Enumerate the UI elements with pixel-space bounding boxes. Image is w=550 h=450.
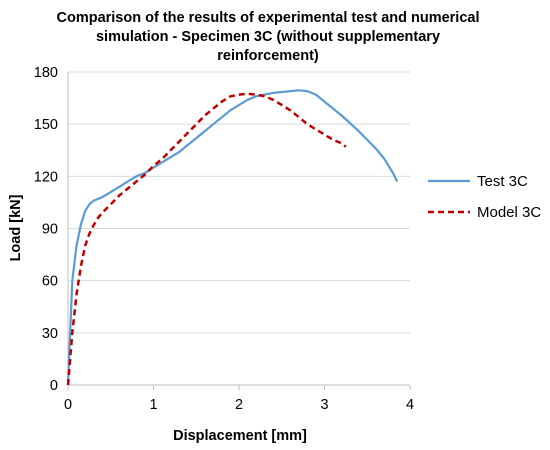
legend: Test 3C Model 3C xyxy=(428,173,541,221)
y-tick-label: 90 xyxy=(42,222,58,238)
y-tick-label: 0 xyxy=(50,378,58,394)
gridlines xyxy=(68,71,410,334)
chart-title-line-2: simulation - Specimen 3C (without supple… xyxy=(96,29,440,45)
legend-label: Test 3C xyxy=(477,173,528,190)
chart-title-line-1: Comparison of the results of experimenta… xyxy=(56,10,479,26)
x-tick-label: 3 xyxy=(320,397,328,413)
y-tick-label: 60 xyxy=(42,274,58,290)
y-axis-label: Load [kN] xyxy=(8,194,24,261)
chart-title: Comparison of the results of experimenta… xyxy=(56,10,479,64)
x-tick-labels: 0 1 2 3 4 xyxy=(64,385,414,413)
legend-label: Model 3C xyxy=(477,204,541,221)
y-tick-labels: 0 30 60 90 120 150 180 xyxy=(34,65,58,394)
chart-title-line-3: reinforcement) xyxy=(217,48,319,64)
series-line-test-3c xyxy=(66,89,399,386)
x-tick-label: 1 xyxy=(149,397,157,413)
y-tick-label: 180 xyxy=(34,65,58,81)
series-lines xyxy=(66,89,399,386)
x-tick-label: 0 xyxy=(64,397,72,413)
x-tick-label: 4 xyxy=(406,397,414,413)
x-tick-label: 2 xyxy=(235,397,243,413)
y-tick-label: 150 xyxy=(34,117,58,133)
y-tick-label: 120 xyxy=(34,169,58,185)
y-tick-label: 30 xyxy=(42,326,58,342)
x-axis-label: Displacement [mm] xyxy=(173,428,307,444)
series-line-model-3c xyxy=(66,92,347,386)
